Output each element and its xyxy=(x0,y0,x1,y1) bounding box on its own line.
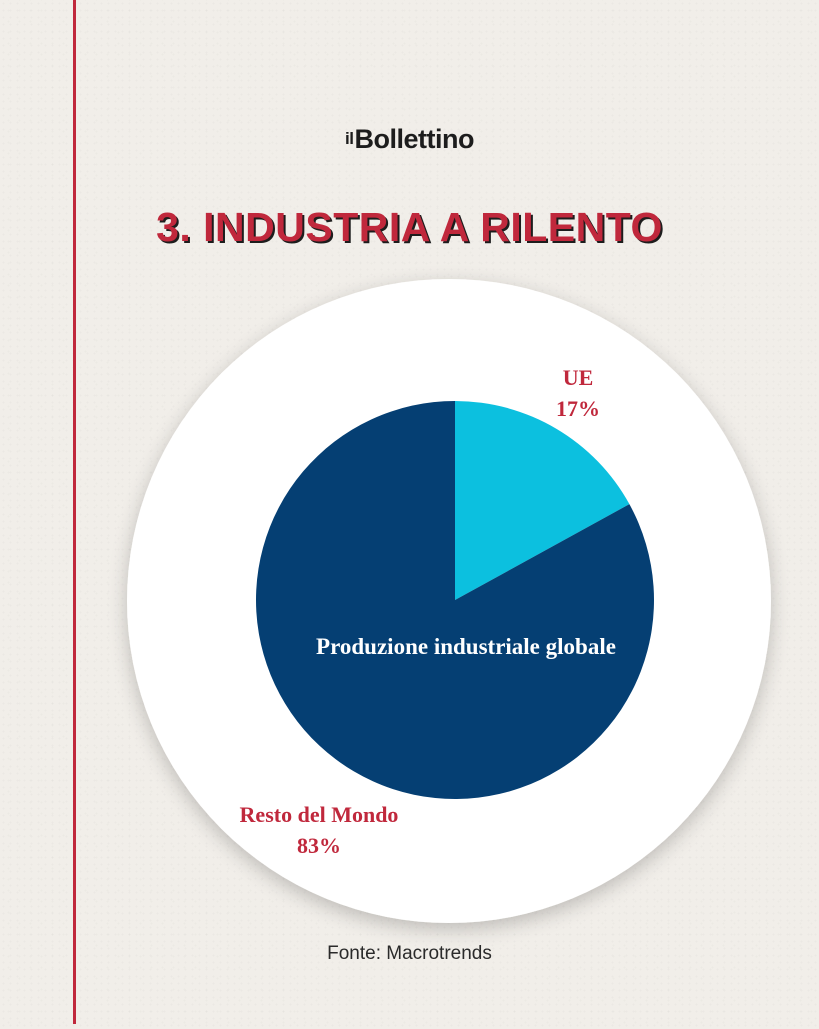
page-title: 3. INDUSTRIA A RILENTO xyxy=(156,204,663,250)
pie-slice-ue xyxy=(455,401,630,600)
slice-value-ue: 17% xyxy=(556,396,600,421)
slice-label-rest: Resto del Mondo xyxy=(240,802,399,827)
pie-slice-rest xyxy=(256,401,655,799)
source-note: Fonte: Macrotrends xyxy=(327,943,492,964)
brand-name: Bollettino xyxy=(354,124,474,154)
brand-logo: ilBollettino xyxy=(0,124,819,155)
chart-center-title: Produzione industriale globale xyxy=(316,634,616,659)
slice-value-rest: 83% xyxy=(297,833,341,858)
slice-label-ue: UE xyxy=(563,365,594,390)
brand-prefix: il xyxy=(345,129,354,148)
margin-rule xyxy=(73,0,76,1024)
